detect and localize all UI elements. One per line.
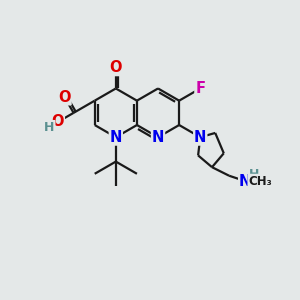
Text: CH₃: CH₃ [248, 175, 272, 188]
Text: N: N [152, 130, 164, 145]
Text: F: F [195, 81, 205, 96]
Text: N: N [194, 130, 206, 145]
Text: O: O [58, 89, 71, 104]
Text: H: H [249, 168, 259, 181]
Text: N: N [110, 130, 122, 145]
Text: O: O [52, 115, 64, 130]
Text: O: O [110, 60, 122, 75]
Text: H: H [44, 121, 55, 134]
Text: N: N [239, 174, 251, 189]
